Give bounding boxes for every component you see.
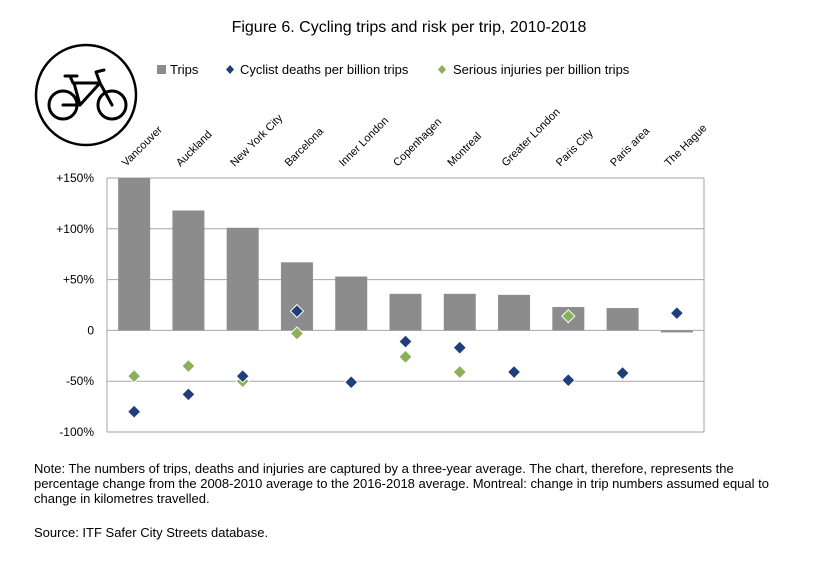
bar-trips — [443, 293, 476, 331]
marker-injuries — [452, 364, 467, 380]
marker-deaths — [181, 387, 196, 402]
x-category-label: Barcelona — [283, 125, 327, 169]
legend-label-deaths: Cyclist deaths per billion trips — [240, 62, 409, 77]
chart-note: Note: The numbers of trips, deaths and i… — [34, 461, 769, 506]
bar-trips — [335, 276, 368, 331]
bicycle-icon — [34, 43, 138, 147]
bar-trips — [118, 178, 151, 331]
x-category-label: Inner London — [337, 115, 391, 169]
marker-injuries — [126, 368, 142, 384]
x-category-label: Auckland — [174, 129, 214, 169]
x-category-label: Vancouver — [120, 124, 165, 169]
x-category-label: Paris City — [554, 127, 596, 169]
marker-deaths — [344, 375, 359, 390]
legend: Trips Cyclist deaths per billion trips S… — [157, 62, 630, 77]
chart-title: Figure 6. Cycling trips and risk per tri… — [231, 19, 587, 36]
marker-deaths — [289, 303, 305, 319]
plot-area: +150% +100% +50% 0 -50% -100% Vancouver Aucklan… — [56, 106, 709, 439]
x-category-label: Montreal — [445, 130, 484, 169]
chart: Trips Cyclist deaths per billion trips S… — [34, 43, 709, 439]
bar-trips — [280, 262, 313, 331]
legend-label-injuries: Serious injuries per billion trips — [453, 62, 630, 77]
marker-deaths — [452, 340, 467, 355]
legend-swatch-injuries — [438, 65, 446, 74]
marker-deaths — [669, 305, 685, 321]
legend-swatch-trips — [157, 65, 166, 74]
marker-injuries — [561, 308, 576, 324]
bar-trips — [660, 330, 693, 333]
x-category-label: New York City — [228, 112, 285, 169]
marker-deaths — [126, 404, 142, 419]
bar-trips — [172, 210, 205, 331]
x-category-label: Copenhagen — [391, 116, 444, 169]
legend-label-trips: Trips — [170, 62, 199, 77]
marker-deaths — [506, 364, 522, 380]
chart-source: Source: ITF Safer City Streets database. — [34, 525, 269, 540]
x-category-label: Greater London — [500, 106, 563, 169]
y-tick-label: +150% — [56, 171, 94, 185]
marker-deaths — [615, 365, 630, 381]
bar-trips — [226, 227, 259, 331]
legend-swatch-deaths — [226, 65, 234, 74]
bar-trips — [498, 294, 531, 331]
x-category-label: The Hague — [662, 122, 709, 169]
marker-injuries — [289, 326, 305, 341]
marker-injuries — [181, 358, 196, 374]
y-tick-label: +100% — [56, 222, 94, 236]
marker-deaths — [398, 334, 413, 349]
bar-trips — [389, 293, 422, 331]
y-tick-label: -50% — [66, 374, 94, 388]
x-category-label: Paris area — [608, 125, 653, 170]
marker-deaths — [235, 368, 250, 384]
y-tick-label: +50% — [63, 273, 94, 287]
marker-deaths — [561, 372, 576, 388]
y-tick-label: -100% — [59, 425, 94, 439]
y-tick-label: 0 — [87, 323, 94, 337]
bar-trips — [606, 308, 639, 331]
marker-injuries — [398, 349, 413, 365]
